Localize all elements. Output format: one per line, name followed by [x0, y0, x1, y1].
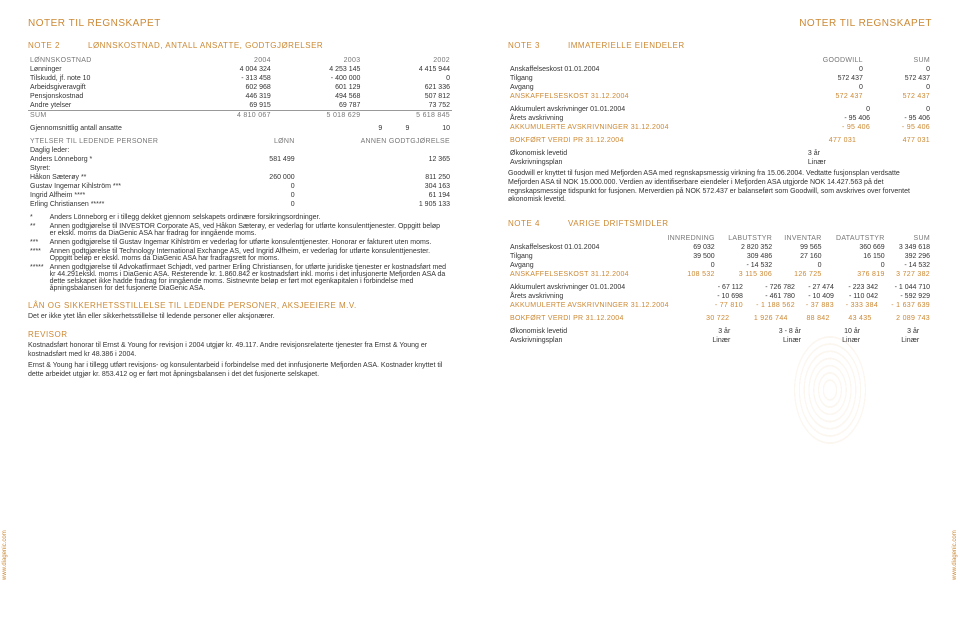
- left-page: 24 www.diagenic.com NOTER TIL REGNSKAPET…: [0, 0, 480, 620]
- note2-footnotes: *Anders Lönneborg er i tillegg dekket gj…: [28, 213, 452, 293]
- note4-bok: BOKFØRT VERDI PR 31.12.200430 7221 926 7…: [508, 314, 932, 323]
- note2-heading: NOTE 2 LØNNSKOSTNAD, ANTALL ANSATTE, GOD…: [28, 41, 452, 50]
- note3-t2: Akkumulert avskrivninger 01.01.200400 År…: [508, 105, 932, 132]
- note4-num: NOTE 4: [508, 219, 568, 228]
- note2-table2: YTELSER TIL LEDENDE PERSONER LØNN ANNEN …: [28, 137, 452, 209]
- note2-avg: Gjennomsnittlig antall ansatte9910: [28, 124, 452, 133]
- t1-h2: 2003: [273, 56, 363, 65]
- note4-meta: Økonomisk levetid3 år3 - 8 år10 år3 år A…: [508, 327, 932, 345]
- note3-title: IMMATERIELLE EIENDELER: [568, 41, 685, 50]
- note4-t2: Akkumulert avskrivninger 01.01.2004- 67 …: [508, 283, 932, 310]
- t1-h0: LØNNSKOSTNAD: [28, 56, 183, 65]
- note4-heading: NOTE 4 VARIGE DRIFTSMIDLER: [508, 219, 932, 228]
- note2-table1: LØNNSKOSTNAD 2004 2003 2002 Lønninger4 0…: [28, 56, 452, 120]
- note3-num: NOTE 3: [508, 41, 568, 50]
- note2-num: NOTE 2: [28, 41, 88, 50]
- note3-meta: Økonomisk levetid3 år AvskrivningsplanLi…: [508, 149, 932, 167]
- t1-h1: 2004: [183, 56, 273, 65]
- side-url-left: www.diagenic.com: [2, 530, 8, 580]
- rev-txt1: Kostnadsført honorar til Ernst & Young f…: [28, 342, 452, 360]
- side-url-right: www.diagenic.com: [952, 530, 958, 580]
- page-header-left: NOTER TIL REGNSKAPET: [28, 18, 452, 29]
- rev-txt2: Ernst & Young har i tillegg utført revis…: [28, 362, 452, 380]
- right-page: 25 www.diagenic.com NOTER TIL REGNSKAPET…: [480, 0, 960, 620]
- t1-h3: 2002: [362, 56, 452, 65]
- note4-title: VARIGE DRIFTSMIDLER: [568, 219, 668, 228]
- note2-title: LØNNSKOSTNAD, ANTALL ANSATTE, GODTGJØREL…: [88, 41, 323, 50]
- note3-t1: GOODWILLSUM Anskaffelseskost 01.01.20040…: [508, 56, 932, 101]
- note3-heading: NOTE 3 IMMATERIELLE EIENDELER: [508, 41, 932, 50]
- page-header-right: NOTER TIL REGNSKAPET: [508, 18, 932, 29]
- note3-bok: BOKFØRT VERDI PR 31.12.2004477 031477 03…: [508, 136, 932, 145]
- rev-hdr: REVISOR: [28, 330, 452, 339]
- loan-txt: Det er ikke ytet lån eller sikkerhetssti…: [28, 313, 452, 322]
- page-spread: 24 www.diagenic.com NOTER TIL REGNSKAPET…: [0, 0, 960, 620]
- note3-para: Goodwill er knyttet til fusjon med Mefjo…: [508, 170, 932, 205]
- note4-t1: INNREDNING LABUTSTYR INVENTAR DATAUTSTYR…: [508, 234, 932, 279]
- loan-hdr: LÅN OG SIKKERHETSSTILLELSE TIL LEDENDE P…: [28, 301, 452, 310]
